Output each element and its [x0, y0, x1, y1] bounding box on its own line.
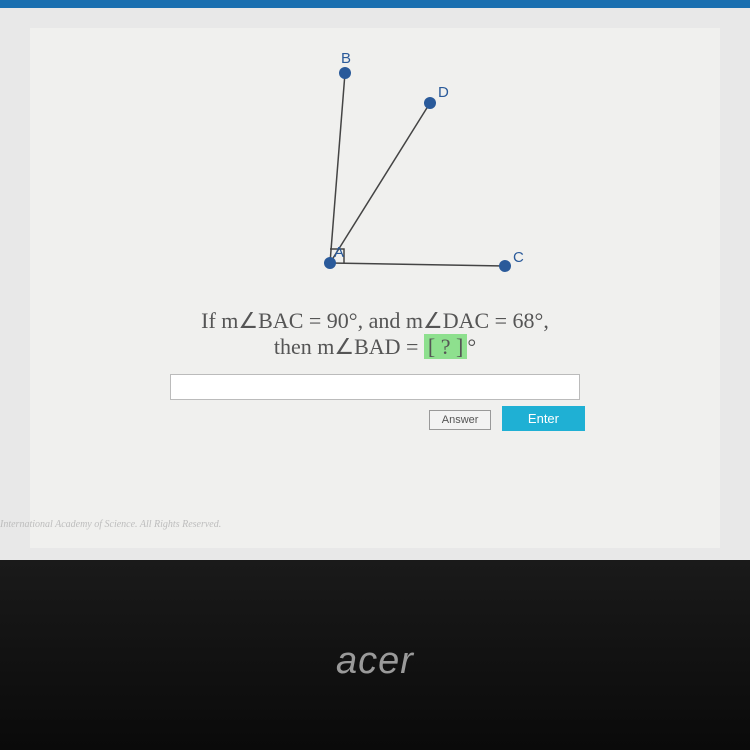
label-c: C [513, 249, 524, 266]
ray-ab [330, 73, 345, 263]
answer-blank: [ ? ] [424, 334, 467, 359]
window-titlebar [0, 0, 750, 8]
q-deg: ° [467, 334, 476, 359]
enter-button[interactable]: Enter [502, 406, 585, 431]
diagram-svg: A B C D [215, 48, 535, 298]
question-text: If m∠BAC = 90°, and m∠DAC = 68°, then m∠… [50, 308, 700, 360]
answer-row [165, 374, 585, 400]
q-line1: If m∠BAC = 90°, and m∠DAC = 68°, [201, 308, 549, 333]
ray-ac [330, 263, 505, 266]
angle-diagram: A B C D [215, 48, 535, 298]
laptop-brand: acer [0, 640, 750, 683]
q-dac: DAC = 68°, [443, 308, 549, 333]
angle-icon: ∠ [238, 308, 258, 333]
label-b: B [341, 50, 351, 67]
answer-input[interactable] [170, 374, 580, 400]
point-b [339, 67, 351, 79]
screen-area: A B C D If m∠BAC = 90°, and m∠DAC = 68°,… [0, 0, 750, 560]
ray-ad [330, 103, 430, 263]
q-then: then m [274, 334, 335, 359]
angle-icon: ∠ [334, 334, 354, 359]
answer-button[interactable]: Answer [429, 410, 492, 430]
content-panel: A B C D If m∠BAC = 90°, and m∠DAC = 68°,… [30, 28, 720, 548]
q-if: If m [201, 308, 238, 333]
button-row: Answer Enter [165, 406, 585, 431]
angle-icon: ∠ [423, 308, 443, 333]
q-line2: then m∠BAD = [ ? ]° [274, 334, 476, 359]
q-bac: BAC = 90°, and m [258, 308, 423, 333]
copyright-text: International Academy of Science. All Ri… [0, 519, 221, 530]
q-bad: BAD = [354, 334, 424, 359]
point-c [499, 260, 511, 272]
label-a: A [334, 244, 344, 261]
label-d: D [438, 84, 449, 101]
point-d [424, 97, 436, 109]
